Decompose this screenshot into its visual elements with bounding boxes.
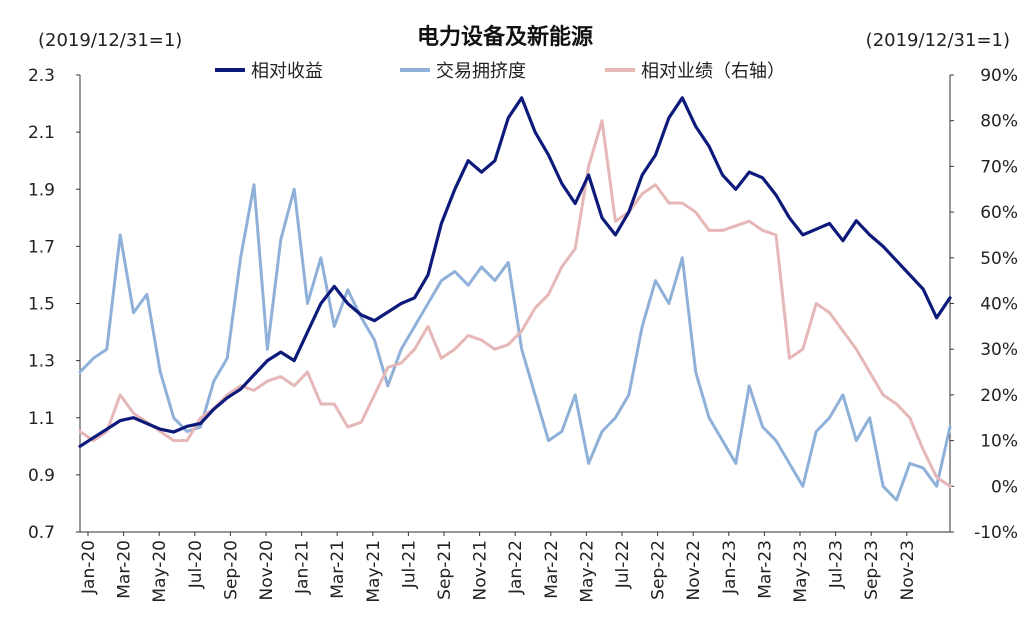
x-tick-label: May-21	[364, 540, 384, 603]
legend-label: 交易拥挤度	[436, 61, 526, 82]
x-tick-label: Mar-23	[755, 540, 775, 599]
x-tick-label: Jan-23	[720, 540, 740, 595]
series-line	[78, 119, 952, 488]
left-tick-label: 2.1	[28, 123, 55, 143]
x-tick-label: Nov-20	[257, 540, 277, 601]
x-tick-label: Sep-20	[221, 540, 241, 600]
left-tick-label: 2.3	[28, 66, 55, 86]
left-tick-label: 1.9	[28, 180, 55, 200]
right-axis-note: (2019/12/31=1)	[866, 30, 1010, 51]
right-tick-label: 60%	[980, 203, 1018, 223]
right-tick-label: 40%	[980, 295, 1018, 315]
legend-label: 相对业绩（右轴）	[641, 61, 785, 82]
left-tick-label: 1.1	[28, 409, 55, 429]
x-tick-label: Mar-21	[328, 540, 348, 599]
x-tick-label: Jan-22	[506, 540, 526, 595]
x-tick-label: Jul-22	[613, 540, 633, 589]
right-tick-label: 0%	[991, 477, 1018, 497]
x-tick-label: Jul-21	[399, 540, 419, 589]
x-tick-label: Nov-23	[898, 540, 918, 601]
x-tick-label: Sep-21	[435, 540, 455, 600]
right-tick-label: -10%	[974, 523, 1018, 543]
x-tick-label: May-22	[577, 540, 597, 603]
right-tick-label: 20%	[980, 386, 1018, 406]
x-tick-label: Jul-23	[827, 540, 847, 589]
x-tick-label: Sep-22	[649, 540, 669, 600]
x-tick-label: Mar-22	[542, 540, 562, 599]
right-tick-label: 90%	[980, 66, 1018, 86]
x-tick-label: Jul-20	[186, 540, 206, 589]
series-line	[78, 96, 952, 448]
left-tick-label: 0.7	[28, 523, 55, 543]
right-tick-label: 30%	[980, 340, 1018, 360]
right-tick-label: 70%	[980, 157, 1018, 177]
right-tick-label: 80%	[980, 112, 1018, 132]
left-axis-note: (2019/12/31=1)	[38, 30, 182, 51]
left-tick-label: 1.5	[28, 295, 55, 315]
series-layer	[78, 96, 952, 502]
x-tick-label: May-20	[150, 540, 170, 603]
legend: 相对收益 交易拥挤度 相对业绩（右轴）	[215, 61, 785, 82]
x-tick-label: Sep-23	[862, 540, 882, 600]
x-tick-label: Jan-20	[79, 540, 99, 595]
x-tick-label: Mar-20	[115, 540, 135, 599]
right-tick-label: 10%	[980, 432, 1018, 452]
right-tick-label: 50%	[980, 249, 1018, 269]
x-tick-label: Jan-21	[293, 540, 313, 595]
x-tick-label: Nov-22	[684, 540, 704, 601]
series-line	[78, 183, 952, 502]
x-tick-label: May-23	[791, 540, 811, 603]
left-tick-label: 0.9	[28, 466, 55, 486]
left-tick-label: 1.7	[28, 237, 55, 257]
axes: 2.3 2.1 1.9 1.7 1.5 1.3 1.1 0.9 0.7 90% 80% 70% 60% 5…	[28, 66, 1018, 603]
left-tick-label: 1.3	[28, 352, 55, 372]
chart-title: 电力设备及新能源	[417, 24, 593, 50]
legend-label: 相对收益	[251, 61, 323, 82]
x-tick-label: Nov-21	[471, 540, 491, 601]
